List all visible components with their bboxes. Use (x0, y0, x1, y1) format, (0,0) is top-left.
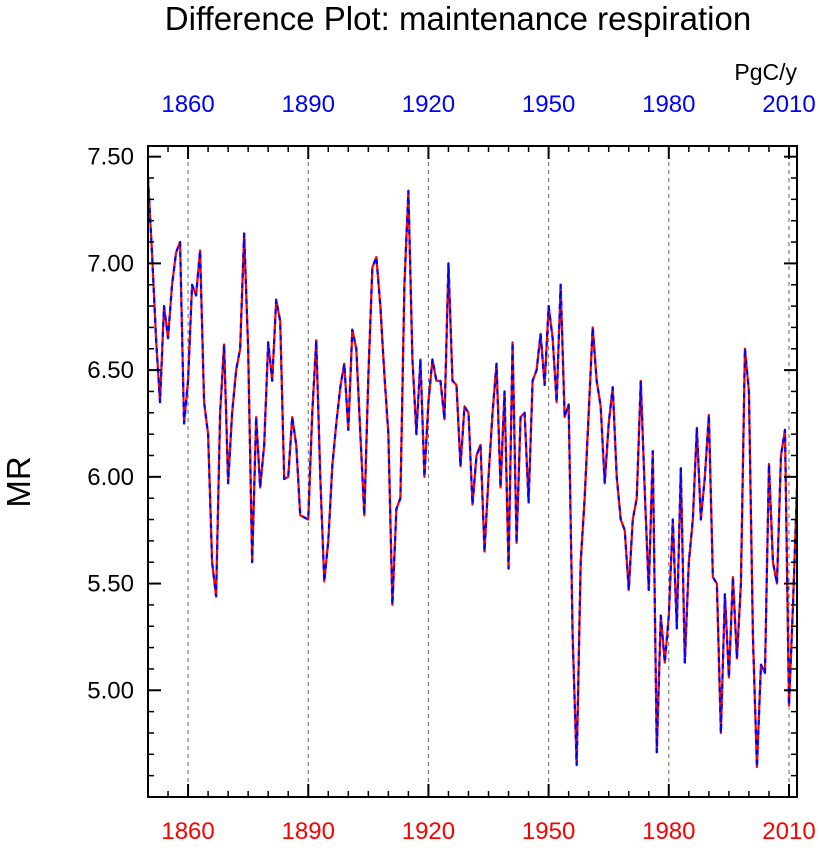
series-line-1 (148, 177, 797, 769)
y-tick-label: 6.50 (87, 357, 134, 384)
y-tick-label: 7.00 (87, 250, 134, 277)
x-tick-label-top: 1860 (161, 91, 214, 118)
plot-frame (147, 145, 798, 798)
x-tick-label-top: 1890 (282, 91, 335, 118)
units-label: PgC/y (734, 59, 797, 85)
y-tick-label: 5.00 (87, 677, 134, 704)
x-tick-label-top: 1920 (402, 91, 455, 118)
chart-title: Difference Plot: maintenance respiration (165, 0, 751, 37)
x-tick-label-bottom: 1950 (522, 818, 575, 845)
x-tick-label-bottom: 1980 (642, 818, 695, 845)
x-tick-label-bottom: 1920 (402, 818, 455, 845)
x-tick-label-bottom: 1860 (161, 818, 214, 845)
y-tick-label: 6.00 (87, 464, 134, 491)
y-axis-label: MR (0, 456, 37, 507)
x-tick-label-top: 2010 (762, 91, 815, 118)
x-tick-label-top: 1980 (642, 91, 695, 118)
y-tick-label: 7.50 (87, 144, 134, 171)
series-lines (148, 177, 797, 769)
tick-labels: 1860 1860 1890 1890 1920 1920 1950 1950 1980 1980… (87, 91, 815, 845)
x-tick-label-bottom: 2010 (762, 818, 815, 845)
x-tick-label-top: 1950 (522, 91, 575, 118)
y-tick-label: 5.50 (87, 571, 134, 598)
x-tick-label-bottom: 1890 (282, 818, 335, 845)
